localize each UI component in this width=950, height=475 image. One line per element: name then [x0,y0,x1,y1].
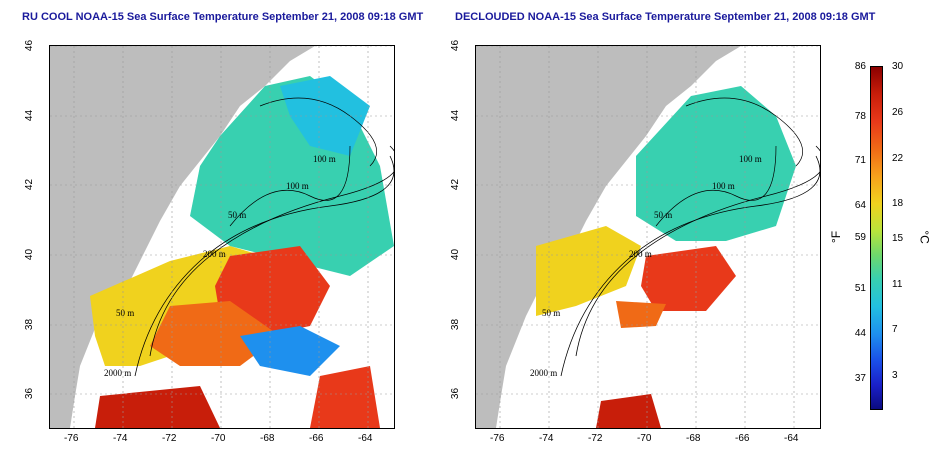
x-tick-label: -70 [211,433,226,444]
x-tick-label: -76 [490,433,505,444]
sst-orange-south [150,301,280,366]
x-tick-label: -66 [309,433,324,444]
left-panel-title: RU COOL NOAA-15 Sea Surface Temperature … [22,11,424,23]
colorbar-fahrenheit-tick: 86 [854,61,866,72]
y-tick-label: 46 [24,39,36,52]
colorbar-celsius-tick: 15 [892,233,904,244]
x-tick-label: -68 [686,433,701,444]
x-tick-label: -74 [539,433,554,444]
x-tick-label: -76 [64,433,79,444]
y-tick-label: 38 [450,318,462,331]
y-tick-label: 36 [450,387,462,400]
x-tick-label: -72 [588,433,603,444]
contour-line [259,97,378,167]
contour-label: 200 m [203,249,226,259]
colorbar-celsius-tick: 3 [892,370,898,381]
colorbar-fahrenheit-tick: 51 [854,283,866,294]
right-panel-title: DECLOUDED NOAA-15 Sea Surface Temperatur… [455,11,876,23]
right-sst-map: 100 m 100 m 50 m 200 m 50 m 2000 m [475,45,821,429]
colorbar-celsius-tick: 26 [892,107,904,118]
contour-label: 200 m [629,249,652,259]
temperature-colorbar [870,66,883,410]
x-tick-label: -64 [784,433,799,444]
contour-label: 100 m [286,181,309,191]
colorbar-celsius-tick: 30 [892,61,904,72]
contour-line [134,155,394,377]
x-tick-label: -66 [735,433,750,444]
grid-lines [476,46,820,428]
x-tick-label: -74 [113,433,128,444]
sst-hot-south [596,394,661,428]
y-tick-label: 42 [24,178,36,191]
left-sst-map: 100 m 100 m 50 m 200 m 50 m 2000 m [49,45,395,429]
colorbar-celsius-tick: 7 [892,324,898,335]
contour-line [575,145,820,357]
fahrenheit-unit-label: °F [829,230,844,244]
colorbar-fahrenheit-tick: 59 [854,232,866,243]
y-tick-label: 46 [450,39,462,52]
contour-line [229,145,351,227]
colorbar-fahrenheit-tick: 44 [854,328,866,339]
colorbar-celsius-tick: 11 [892,279,903,290]
sst-hot-center [641,246,736,311]
contour-label: 100 m [712,181,735,191]
sst-cool-north [636,86,796,241]
y-tick-label: 36 [24,387,36,400]
colorbar-fahrenheit-tick: 78 [854,111,866,122]
contour-line [655,145,777,227]
sst-warm-west [536,226,641,316]
land-area [50,46,315,428]
grid-lines [50,46,394,428]
contour-line [149,145,394,357]
y-tick-label: 42 [450,178,462,191]
y-tick-label: 40 [450,248,462,261]
colorbar-celsius-tick: 22 [892,153,904,164]
x-tick-label: -72 [162,433,177,444]
y-tick-label: 44 [24,109,36,122]
colorbar-fahrenheit-tick: 71 [854,155,866,166]
y-tick-label: 44 [450,109,462,122]
land-area [476,46,741,428]
sst-hot-southeast [310,366,380,428]
x-tick-label: -64 [358,433,373,444]
contour-label: 2000 m [104,368,131,378]
x-tick-label: -68 [260,433,275,444]
colorbar-fahrenheit-tick: 37 [854,373,866,384]
y-tick-label: 38 [24,318,36,331]
contour-line [685,97,804,167]
contour-line [560,155,820,377]
x-tick-label: -70 [637,433,652,444]
contour-label: 50 m [654,210,672,220]
sst-blue-patch [240,326,340,376]
contour-label: 50 m [228,210,246,220]
contour-label: 50 m [542,308,560,318]
contour-label: 50 m [116,308,134,318]
celsius-unit-label: °C [917,230,932,244]
contour-label: 100 m [739,154,762,164]
colorbar-celsius-tick: 18 [892,198,904,209]
contour-label: 100 m [313,154,336,164]
colorbar-fahrenheit-tick: 64 [854,200,866,211]
sst-hot-southwest [95,386,220,428]
y-tick-label: 40 [24,248,36,261]
sst-orange-patch [616,301,666,328]
contour-label: 2000 m [530,368,557,378]
